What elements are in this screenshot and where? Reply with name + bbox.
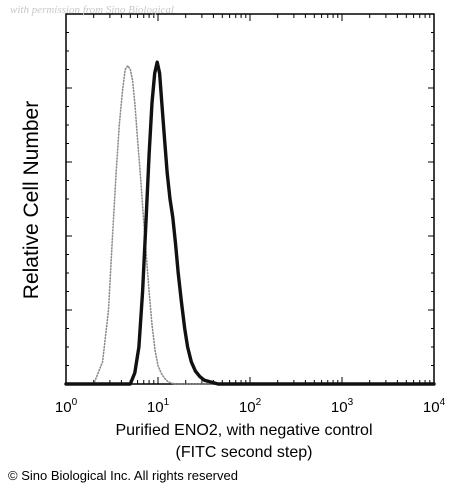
- x-tick-label: 100: [55, 397, 78, 416]
- plot-frame: [65, 13, 435, 385]
- y-axis-label: Relative Cell Number: [20, 100, 43, 300]
- x-tick-label: 104: [423, 397, 446, 416]
- x-axis-label-line-1: Purified ENO2, with negative control: [115, 422, 373, 439]
- plot-border: [65, 13, 435, 385]
- eno2-curve: [64, 60, 436, 386]
- copyright-text: © Sino Biological Inc. All rights reserv…: [8, 468, 238, 483]
- x-tick-label: 103: [331, 397, 354, 416]
- x-tick-labels: 100 101 102 103 104: [55, 397, 446, 416]
- x-tick-label: 102: [239, 397, 262, 416]
- watermark-text: with permission from Sino Biological: [10, 4, 174, 16]
- x-tick-label: 101: [147, 397, 170, 416]
- histogram-series: [64, 60, 436, 386]
- x-axis-label-line-2: (FITC second step): [175, 444, 313, 461]
- negative-control-curve: [65, 65, 435, 385]
